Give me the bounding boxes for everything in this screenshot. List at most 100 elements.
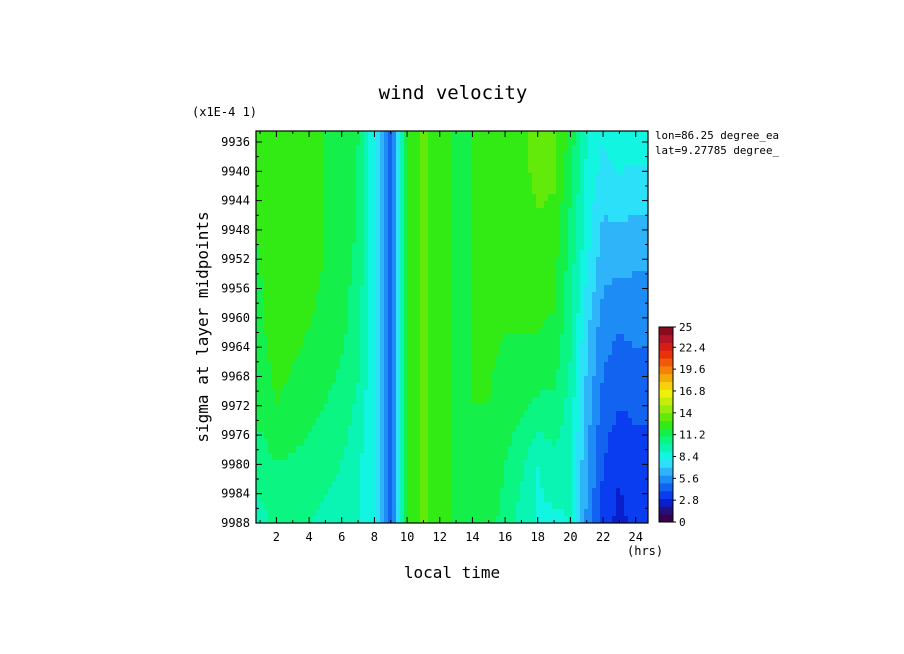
- heatmap-cell: [528, 327, 533, 335]
- heatmap-cell: [580, 166, 585, 174]
- heatmap-cell: [524, 229, 529, 237]
- heatmap-cell: [424, 474, 429, 482]
- heatmap-cell: [580, 390, 585, 398]
- heatmap-cell: [344, 229, 349, 237]
- heatmap-cell: [376, 292, 381, 300]
- heatmap-cell: [640, 390, 645, 398]
- heatmap-cell: [432, 481, 437, 489]
- heatmap-cell: [288, 460, 293, 468]
- heatmap-cell: [596, 250, 601, 258]
- heatmap-cell: [564, 404, 569, 412]
- heatmap-cell: [316, 313, 321, 321]
- heatmap-cell: [624, 215, 629, 223]
- heatmap-cell: [584, 173, 589, 181]
- heatmap-cell: [400, 264, 405, 272]
- heatmap-cell: [416, 376, 421, 384]
- heatmap-cell: [620, 306, 625, 314]
- heatmap-cell: [480, 446, 485, 454]
- heatmap-cell: [484, 383, 489, 391]
- heatmap-cell: [384, 208, 389, 216]
- heatmap-cell: [472, 439, 477, 447]
- heatmap-cell: [536, 376, 541, 384]
- heatmap-cell: [500, 201, 505, 209]
- heatmap-cell: [448, 166, 453, 174]
- heatmap-cell: [544, 131, 549, 139]
- heatmap-cell: [276, 264, 281, 272]
- heatmap-cell: [380, 481, 385, 489]
- heatmap-cell: [328, 320, 333, 328]
- heatmap-cell: [428, 418, 433, 426]
- heatmap-cell: [420, 250, 425, 258]
- heatmap-cell: [352, 460, 357, 468]
- heatmap-cell: [492, 166, 497, 174]
- heatmap-cell: [376, 131, 381, 139]
- heatmap-cell: [380, 145, 385, 153]
- heatmap-cell: [492, 334, 497, 342]
- heatmap-cell: [372, 320, 377, 328]
- heatmap-cell: [524, 467, 529, 475]
- heatmap-cell: [448, 131, 453, 139]
- heatmap-cell: [284, 243, 289, 251]
- heatmap-cell: [264, 215, 269, 223]
- heatmap-cell: [280, 467, 285, 475]
- heatmap-cell: [588, 362, 593, 370]
- heatmap-cell: [624, 327, 629, 335]
- heatmap-cell: [260, 383, 265, 391]
- heatmap-cell: [604, 362, 609, 370]
- heatmap-cell: [532, 299, 537, 307]
- heatmap-cell: [336, 362, 341, 370]
- heatmap-cell: [396, 292, 401, 300]
- heatmap-cell: [412, 299, 417, 307]
- heatmap-cell: [588, 236, 593, 244]
- heatmap-cell: [620, 334, 625, 342]
- heatmap-cell: [612, 257, 617, 265]
- heatmap-cell: [280, 341, 285, 349]
- heatmap-cell: [520, 229, 525, 237]
- heatmap-cell: [436, 313, 441, 321]
- heatmap-cell: [320, 313, 325, 321]
- heatmap-cell: [352, 166, 357, 174]
- heatmap-cell: [608, 383, 613, 391]
- heatmap-cell: [532, 236, 537, 244]
- heatmap-cell: [264, 474, 269, 482]
- heatmap-cell: [572, 208, 577, 216]
- heatmap-cell: [568, 425, 573, 433]
- heatmap-cell: [520, 432, 525, 440]
- heatmap-cell: [408, 334, 413, 342]
- heatmap-cell: [612, 201, 617, 209]
- heatmap-cell: [400, 194, 405, 202]
- heatmap-cell: [504, 313, 509, 321]
- heatmap-cell: [608, 152, 613, 160]
- heatmap-cell: [500, 229, 505, 237]
- heatmap-cell: [364, 271, 369, 279]
- heatmap-cell: [488, 222, 493, 230]
- heatmap-cell: [572, 313, 577, 321]
- heatmap-cell: [356, 201, 361, 209]
- heatmap-cell: [556, 460, 561, 468]
- heatmap-cell: [492, 383, 497, 391]
- heatmap-cell: [472, 432, 477, 440]
- heatmap-cell: [324, 271, 329, 279]
- heatmap-cell: [408, 285, 413, 293]
- heatmap-cell: [264, 327, 269, 335]
- heatmap-cell: [348, 348, 353, 356]
- heatmap-cell: [436, 271, 441, 279]
- heatmap-cell: [384, 292, 389, 300]
- heatmap-cell: [604, 460, 609, 468]
- heatmap-cell: [288, 138, 293, 146]
- heatmap-cell: [340, 292, 345, 300]
- heatmap-cell: [432, 460, 437, 468]
- heatmap-cell: [284, 145, 289, 153]
- heatmap-cell: [280, 201, 285, 209]
- heatmap-cell: [384, 222, 389, 230]
- heatmap-cell: [488, 397, 493, 405]
- heatmap-cell: [412, 383, 417, 391]
- heatmap-cell: [480, 313, 485, 321]
- heatmap-cell: [428, 362, 433, 370]
- heatmap-cell: [360, 173, 365, 181]
- heatmap-cell: [584, 138, 589, 146]
- heatmap-cell: [476, 404, 481, 412]
- heatmap-cell: [508, 271, 513, 279]
- heatmap-cell: [476, 257, 481, 265]
- heatmap-cell: [352, 138, 357, 146]
